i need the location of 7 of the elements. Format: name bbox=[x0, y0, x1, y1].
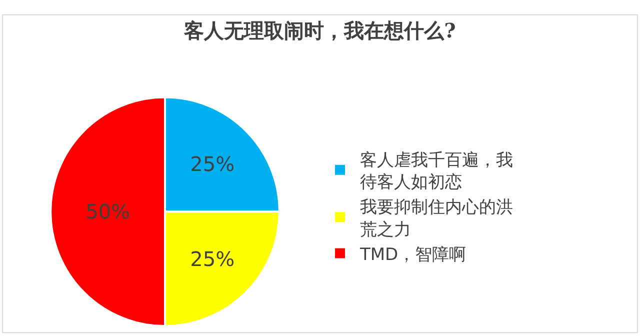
data-label: 50% bbox=[86, 200, 130, 224]
data-label: 25% bbox=[190, 247, 235, 271]
legend-label: 客人虐我千百遍，我待客人如初恋 bbox=[360, 150, 513, 193]
chart-title: 客人无理取闹时，我在想什么? bbox=[183, 18, 456, 43]
data-label: 25% bbox=[190, 152, 235, 176]
legend-label: TMD，智障啊 bbox=[359, 244, 466, 265]
legend-label: 我要抑制住内心的洪荒之力 bbox=[360, 198, 513, 240]
